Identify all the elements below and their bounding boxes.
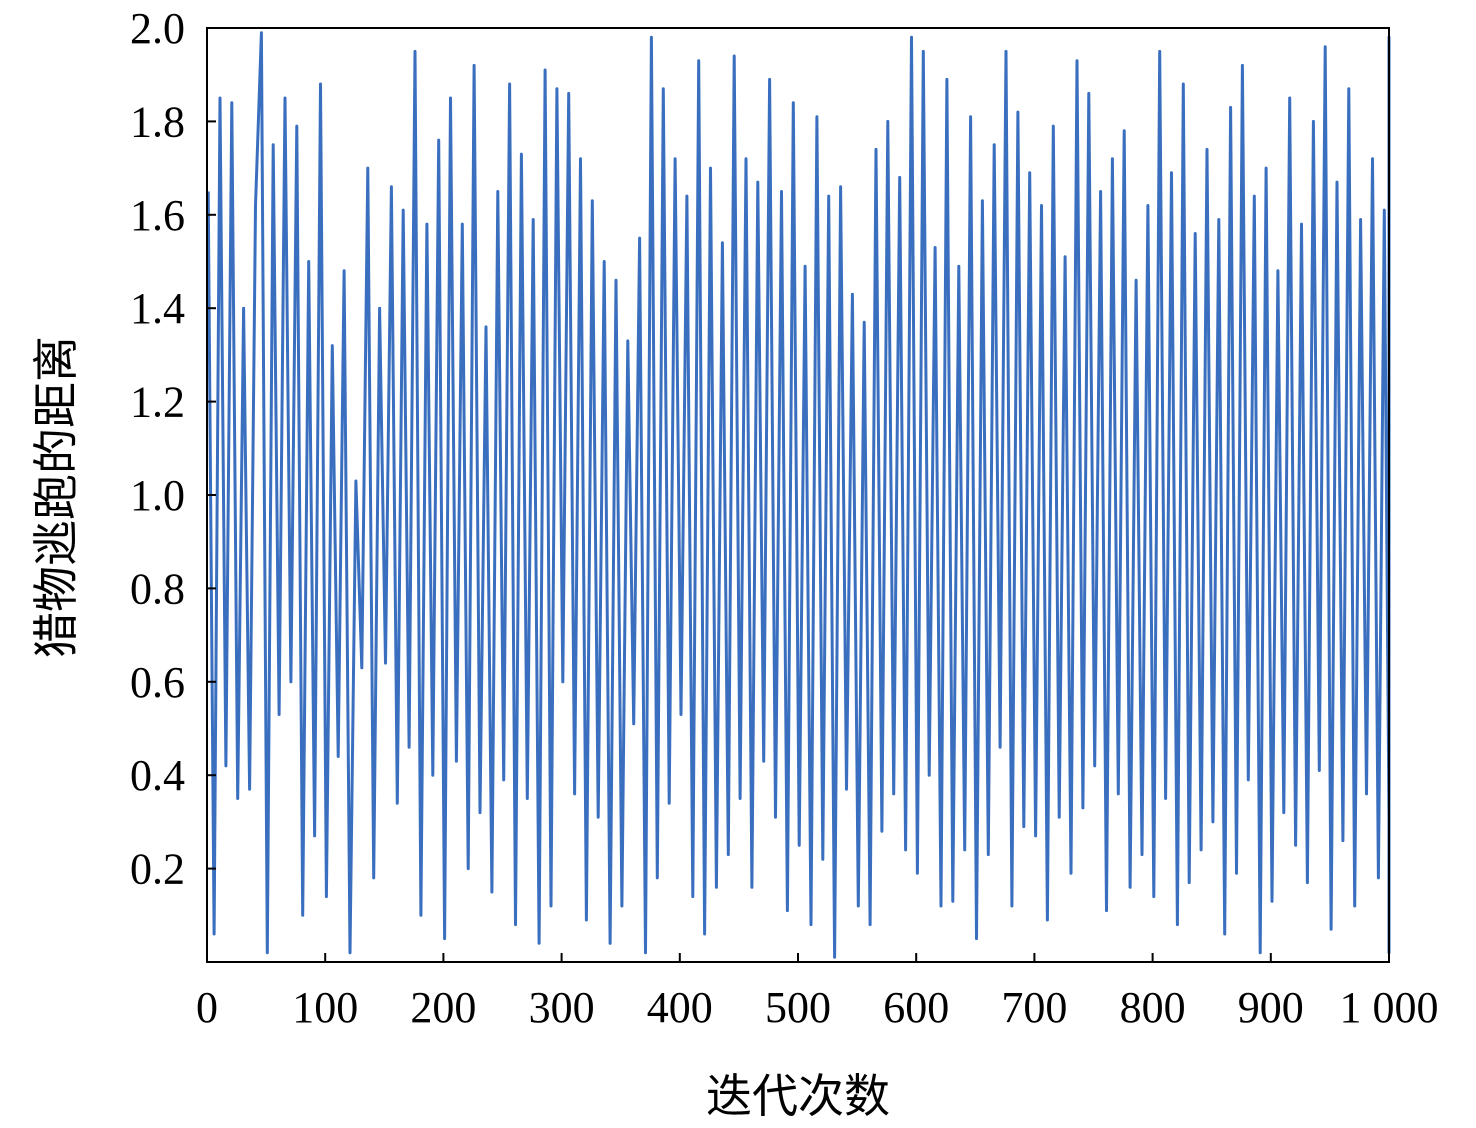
- x-tick-label: 200: [410, 983, 476, 1032]
- y-tick-label: 1.4: [130, 284, 185, 333]
- x-axis-title: 迭代次数: [706, 1069, 890, 1123]
- y-tick-label: 0.4: [130, 751, 185, 800]
- x-tick-label: 900: [1238, 983, 1304, 1032]
- y-axis-title: 猎物逃跑的距离: [29, 336, 83, 658]
- x-tick-label: 300: [529, 983, 595, 1032]
- x-tick-label: 600: [883, 983, 949, 1032]
- series-line-0: [206, 31, 1391, 959]
- y-tick-label: 1.0: [130, 471, 185, 520]
- x-tick-label: 400: [647, 983, 713, 1032]
- ticks-layer: 0 100 200 300 400 500 600 700 800 900 1 000 0.2 0.4 0…: [130, 4, 1439, 1032]
- y-tick-label: 2.0: [130, 4, 185, 53]
- x-tick-label: 800: [1120, 983, 1186, 1032]
- y-tick-label: 1.8: [130, 97, 185, 146]
- x-tick-label: 100: [292, 983, 358, 1032]
- x-tick-label: 1 000: [1340, 983, 1439, 1032]
- y-tick-label: 0.8: [130, 564, 185, 613]
- x-tick-label: 500: [765, 983, 831, 1032]
- y-tick-label: 1.6: [130, 191, 185, 240]
- x-tick-label: 700: [1001, 983, 1067, 1032]
- y-tick-label: 1.2: [130, 378, 185, 427]
- x-tick-label: 0: [196, 983, 218, 1032]
- series-layer: [206, 31, 1391, 959]
- y-tick-label: 0.2: [130, 845, 185, 894]
- y-tick-label: 0.6: [130, 658, 185, 707]
